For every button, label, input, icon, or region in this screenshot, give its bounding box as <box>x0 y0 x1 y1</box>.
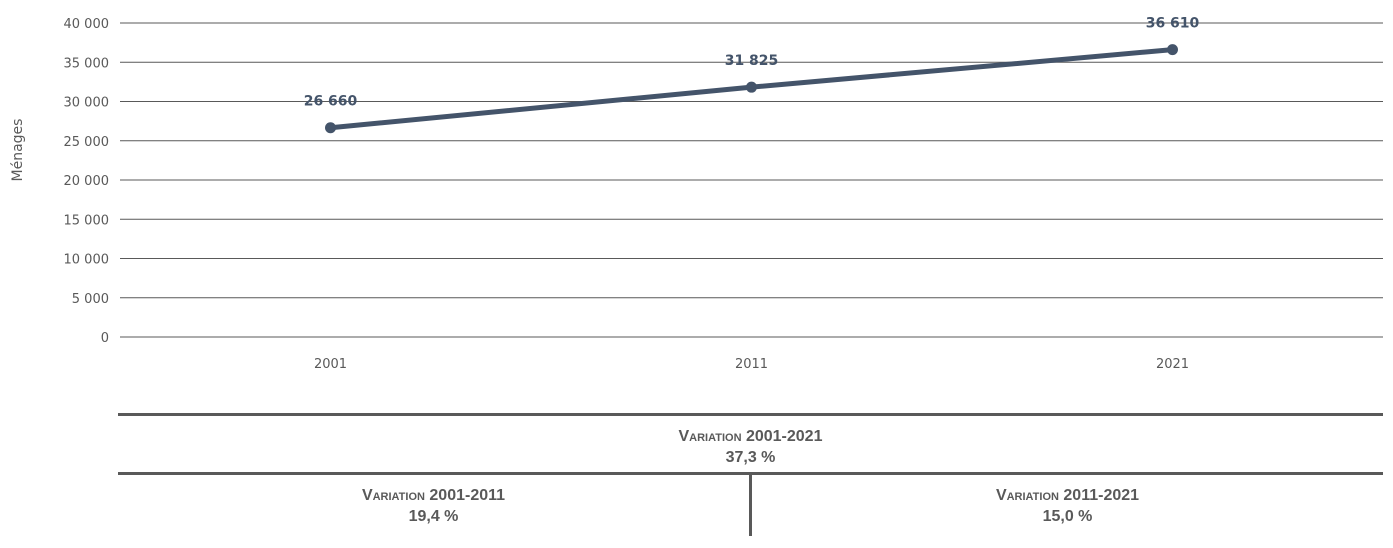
variation-sub-row: Variation 2001-2011 19,4 % Variation 201… <box>118 475 1383 536</box>
households-line-chart: 0 5 000 10 000 15 000 20 000 25 000 30 000 35 0… <box>10 16 1383 372</box>
variation-total-cell: Variation 2001-2021 37,3 % <box>118 416 1383 472</box>
x-tick-label: 2001 <box>314 357 347 372</box>
variation-total-value: 37,3 % <box>725 449 776 466</box>
variation-first-cell: Variation 2001-2011 19,4 % <box>118 475 749 536</box>
y-tick-label: 5 000 <box>72 292 109 307</box>
variation-second-label: Variation 2011-2021 <box>995 487 1140 504</box>
y-tick-label: 35 000 <box>64 56 110 71</box>
data-points <box>325 44 1178 134</box>
data-label: 26 660 <box>304 94 358 110</box>
x-tick-label: 2021 <box>1156 357 1189 372</box>
data-label: 36 610 <box>1146 16 1200 32</box>
x-tick-labels: 2001 2011 2021 <box>314 357 1189 372</box>
y-tick-label: 40 000 <box>64 17 110 32</box>
x-tick-label: 2011 <box>735 357 768 372</box>
variation-divider <box>749 475 752 536</box>
gridlines <box>120 22 1383 338</box>
data-point <box>325 122 336 134</box>
data-point <box>1167 44 1178 56</box>
data-point <box>746 81 757 93</box>
variation-table: Variation 2001-2021 37,3 % Variation 200… <box>118 413 1383 536</box>
variation-second-value: 15,0 % <box>1042 508 1093 525</box>
y-tick-label: 0 <box>101 331 109 346</box>
variation-first-value: 19,4 % <box>408 508 459 525</box>
variation-middle-rule <box>118 472 1383 475</box>
data-label: 31 825 <box>725 53 779 69</box>
data-labels: 26 660 31 825 36 610 <box>304 16 1200 110</box>
variation-top-rule <box>118 413 1383 416</box>
y-tick-labels: 0 5 000 10 000 15 000 20 000 25 000 30 000 35 0… <box>64 17 110 346</box>
y-tick-label: 20 000 <box>64 174 110 189</box>
variation-total-label: Variation 2001-2021 <box>678 428 823 445</box>
variation-second-cell: Variation 2011-2021 15,0 % <box>752 475 1383 536</box>
variation-first-label: Variation 2001-2011 <box>361 487 506 504</box>
y-tick-label: 25 000 <box>64 135 110 150</box>
y-tick-label: 15 000 <box>64 213 110 228</box>
y-axis-title: Ménages <box>10 119 26 182</box>
y-tick-label: 10 000 <box>64 253 110 268</box>
y-tick-label: 30 000 <box>64 96 110 111</box>
